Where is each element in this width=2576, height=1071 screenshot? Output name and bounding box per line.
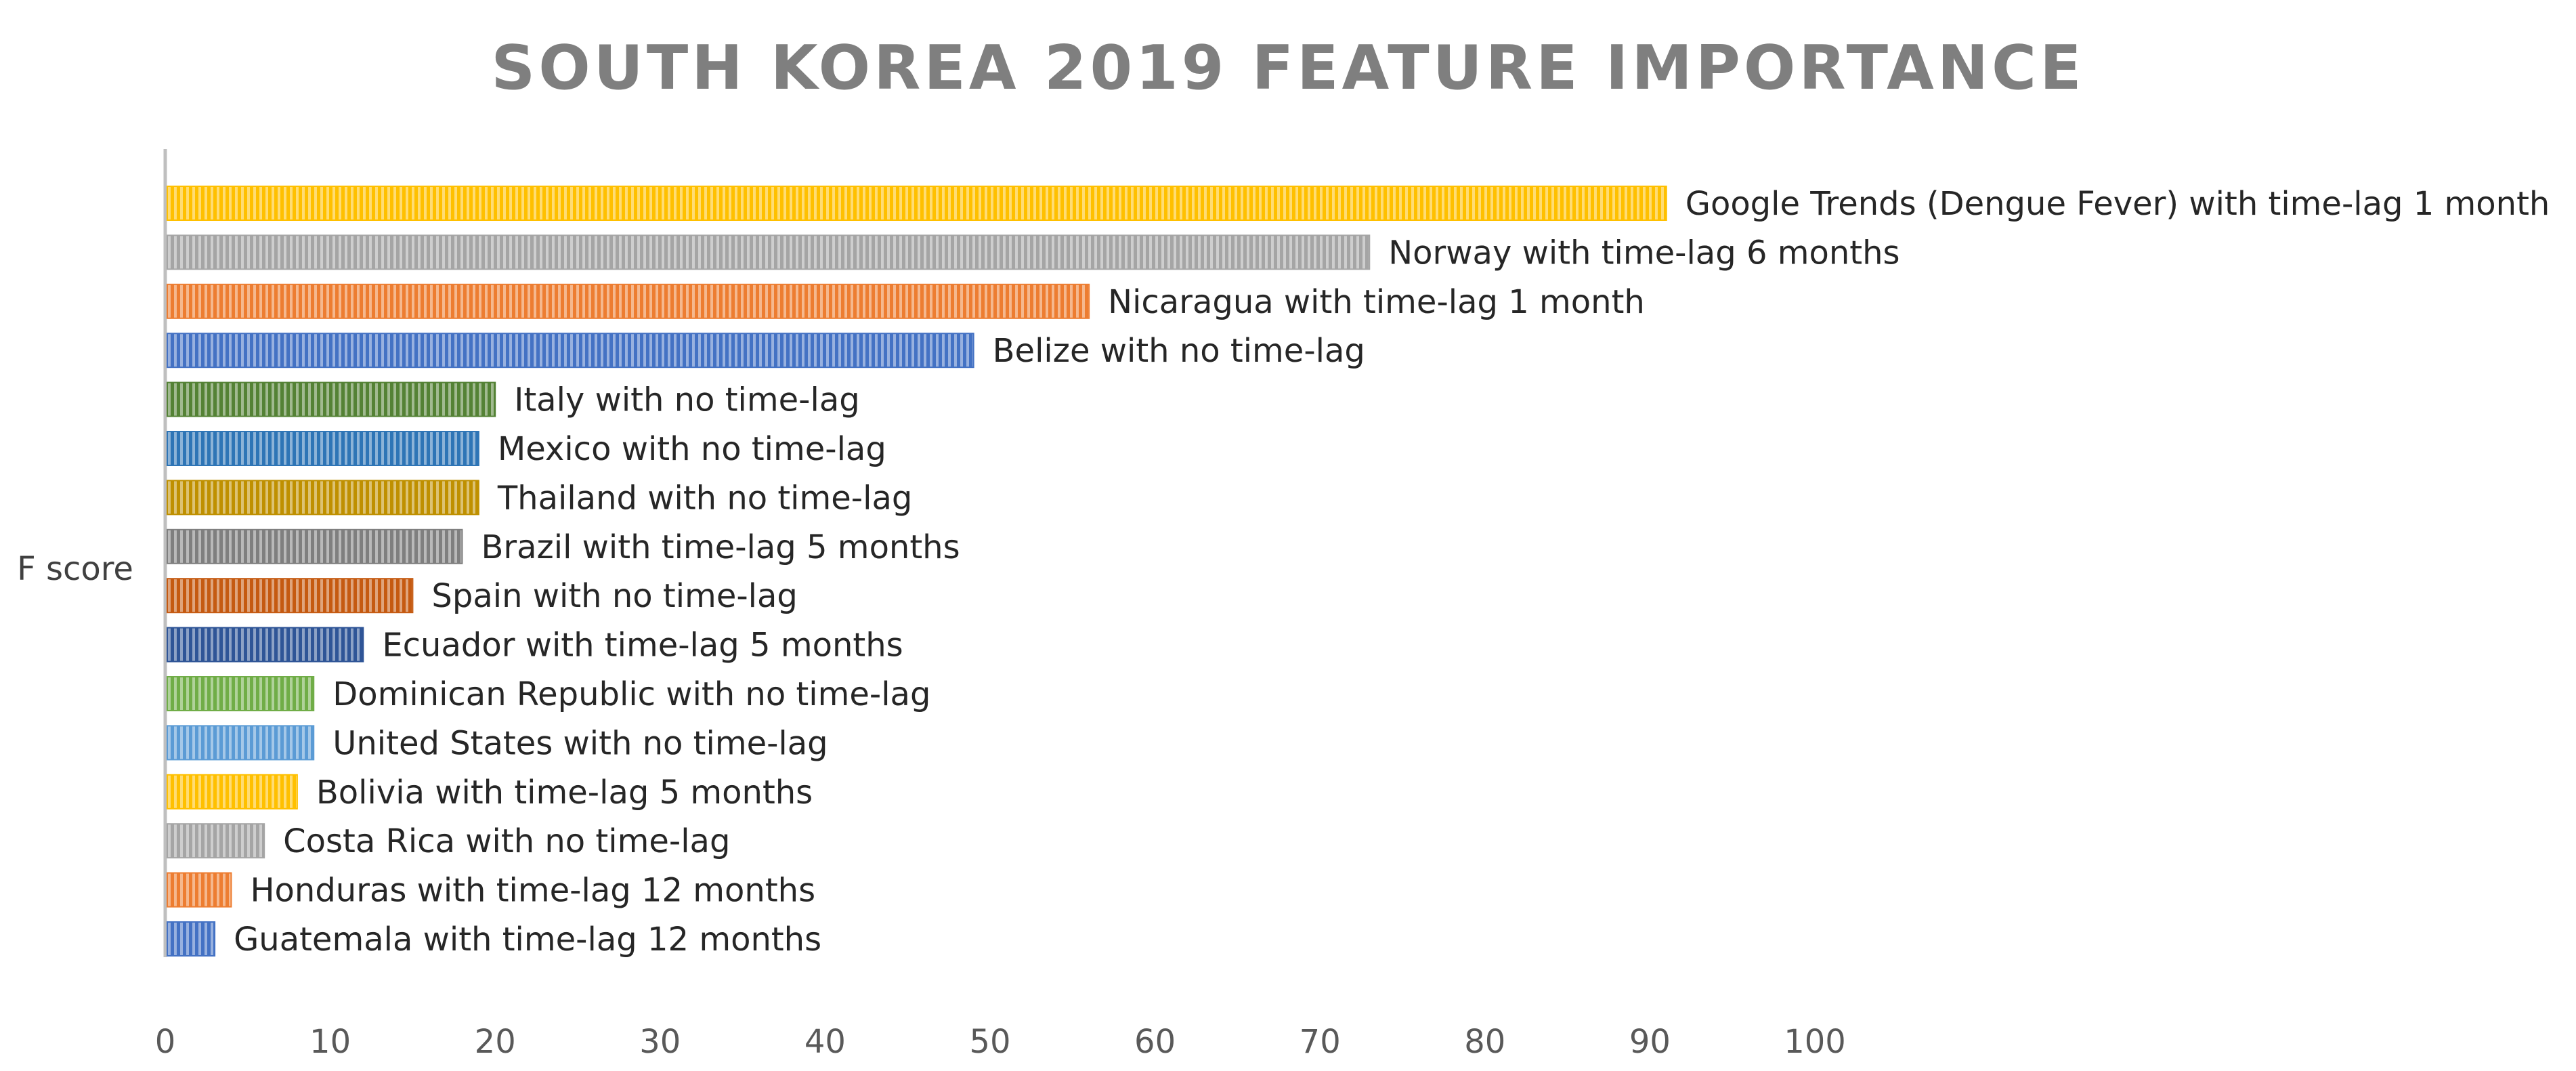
x-tick-label: 40 [804,1023,846,1061]
x-axis-ticks: 0 10 20 30 40 50 60 70 80 90 100 [155,1023,1846,1061]
bar [167,921,216,957]
x-tick-label: 80 [1464,1023,1505,1061]
bar [167,823,265,859]
bar [167,381,496,417]
bar-label: United States with no time-lag [332,724,828,762]
bar [167,725,315,761]
bar-label: Bolivia with time-lag 5 months [316,774,813,812]
bar [167,283,1090,319]
x-tick-label: 70 [1300,1023,1341,1061]
bar [167,480,479,516]
bar-label: Nicaragua with time-lag 1 month [1108,283,1645,321]
chart-title: SOUTH KOREA 2019 FEATURE IMPORTANCE [491,33,2084,104]
y-axis-label: F score [17,550,133,588]
bar [167,578,414,614]
bar-label: Ecuador with time-lag 5 months [382,627,903,665]
bar-label: Italy with no time-lag [514,381,860,419]
x-tick-label: 30 [639,1023,681,1061]
x-tick-label: 0 [155,1023,176,1061]
bar [167,333,974,369]
bar-label: Norway with time-lag 6 months [1388,234,1899,272]
x-tick-label: 100 [1784,1023,1846,1061]
bar [167,528,463,564]
bar-label: Google Trends (Dengue Fever) with time-l… [1686,185,2550,223]
bar-labels-group: Google Trends (Dengue Fever) with time-l… [234,185,2550,959]
x-tick-label: 10 [309,1023,351,1061]
bar [167,872,232,908]
bar-label: Mexico with no time-lag [498,430,886,468]
bar [167,627,364,663]
x-tick-label: 20 [475,1023,516,1061]
bar [167,774,298,810]
bar [167,234,1371,270]
bar-label: Spain with no time-lag [431,577,798,615]
bar-label: Honduras with time-lag 12 months [250,872,815,910]
bar-label: Costa Rica with no time-lag [283,822,730,860]
bar-label: Brazil with time-lag 5 months [481,528,960,566]
x-tick-label: 50 [969,1023,1010,1061]
bar [167,676,315,711]
x-tick-label: 90 [1629,1023,1671,1061]
bar [167,186,1667,221]
bar [167,431,479,466]
bar-label: Belize with no time-lag [993,332,1365,370]
bar-label: Thailand with no time-lag [497,479,913,517]
bar-label: Dominican Republic with no time-lag [332,675,930,713]
bar-label: Guatemala with time-lag 12 months [234,921,821,959]
bars-group [167,186,1667,957]
x-tick-label: 60 [1134,1023,1176,1061]
